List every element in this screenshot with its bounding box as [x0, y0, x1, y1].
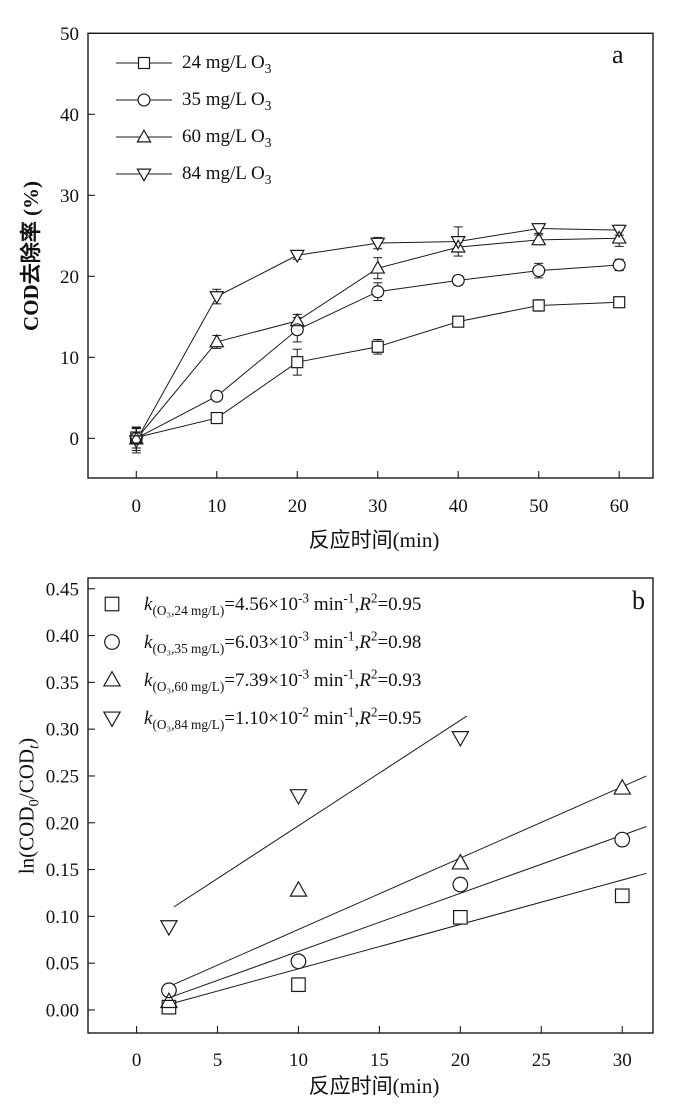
svg-text:0.00: 0.00: [46, 1000, 79, 1021]
legend-item-label: 84 mg/L O3: [182, 163, 272, 187]
square-marker-icon: [116, 56, 172, 69]
legend-item: k(O₃,24 mg/L)=4.56×10-3 min-1,R2=0.95: [100, 585, 421, 623]
svg-text:0: 0: [70, 429, 80, 450]
svg-text:0: 0: [132, 1050, 142, 1071]
legend-item: k(O₃,60 mg/L)=7.39×10-3 min-1,R2=0.93: [100, 661, 421, 699]
panel-b-label: b: [632, 586, 645, 615]
panel-b-x-axis-title: 反应时间(min): [308, 1074, 440, 1098]
svg-text:10: 10: [289, 1050, 308, 1071]
panel-a-label: a: [612, 40, 624, 69]
legend-item-label: k(O₃,35 mg/L)=6.03×10-3 min-1,R2=0.98: [144, 628, 422, 656]
svg-text:0.05: 0.05: [46, 954, 79, 975]
legend-item: k(O₃,84 mg/L)=1.10×10-2 min-1,R2=0.95: [100, 699, 421, 737]
svg-text:0: 0: [132, 496, 142, 517]
legend-item-label: k(O₃,84 mg/L)=1.10×10-2 min-1,R2=0.95: [144, 704, 422, 732]
svg-text:60: 60: [610, 496, 629, 517]
svg-text:20: 20: [451, 1050, 470, 1071]
circle-marker-icon: [104, 634, 120, 650]
legend-item-label: k(O₃,60 mg/L)=7.39×10-3 min-1,R2=0.93: [144, 666, 422, 694]
svg-text:30: 30: [613, 1050, 632, 1071]
svg-text:40: 40: [449, 496, 468, 517]
svg-text:50: 50: [529, 496, 548, 517]
svg-text:5: 5: [213, 1050, 223, 1071]
svg-text:50: 50: [60, 24, 79, 45]
square-marker-icon: [104, 596, 120, 612]
svg-text:0.25: 0.25: [46, 766, 79, 787]
triangle-up-marker-icon: [102, 670, 122, 687]
svg-text:0.35: 0.35: [46, 673, 79, 694]
panel-a-x-axis-title: 反应时间(min): [308, 528, 440, 552]
panel-b-y-axis-title: ln(COD0/CODt): [14, 737, 43, 875]
legend-item-label: 24 mg/L O3: [182, 52, 272, 76]
triangle-down-marker-icon: [102, 711, 122, 728]
legend-item: k(O₃,35 mg/L)=6.03×10-3 min-1,R2=0.98: [100, 623, 421, 661]
svg-text:0.20: 0.20: [46, 813, 79, 834]
panel-a-y-axis-title: COD去除率 (%): [19, 181, 43, 331]
svg-text:0.45: 0.45: [46, 579, 79, 600]
svg-text:30: 30: [368, 496, 387, 517]
legend-item: 35 mg/L O3: [116, 81, 271, 118]
panel-b-legend: k(O₃,24 mg/L)=4.56×10-3 min-1,R2=0.95 k(O…: [100, 585, 421, 737]
svg-text:40: 40: [60, 105, 79, 126]
legend-item-label: 35 mg/L O3: [182, 89, 272, 113]
svg-text:20: 20: [288, 496, 307, 517]
svg-text:20: 20: [60, 267, 79, 288]
legend-item: 60 mg/L O3: [116, 118, 271, 155]
circle-marker-icon: [116, 92, 172, 107]
svg-text:25: 25: [532, 1050, 551, 1071]
panel-a-legend: 24 mg/L O3 35 mg/L O3 60 mg/L O3 84 mg/L O3: [116, 44, 271, 192]
triangle-down-marker-icon: [116, 168, 172, 182]
triangle-up-marker-icon: [116, 128, 172, 142]
svg-text:0.10: 0.10: [46, 907, 79, 928]
svg-text:0.30: 0.30: [46, 720, 79, 741]
legend-item-label: 60 mg/L O3: [182, 126, 272, 150]
svg-text:15: 15: [370, 1050, 389, 1071]
svg-text:0.15: 0.15: [46, 860, 79, 881]
svg-text:10: 10: [207, 496, 226, 517]
legend-item: 84 mg/L O3: [116, 155, 271, 192]
svg-text:30: 30: [60, 186, 79, 207]
svg-text:0.40: 0.40: [46, 626, 79, 647]
legend-item: 24 mg/L O3: [116, 44, 271, 81]
svg-text:10: 10: [60, 348, 79, 369]
legend-item-label: k(O₃,24 mg/L)=4.56×10-3 min-1,R2=0.95: [144, 590, 422, 618]
